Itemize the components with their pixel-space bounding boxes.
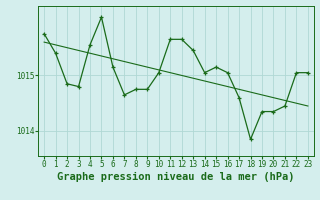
X-axis label: Graphe pression niveau de la mer (hPa): Graphe pression niveau de la mer (hPa): [57, 172, 295, 182]
